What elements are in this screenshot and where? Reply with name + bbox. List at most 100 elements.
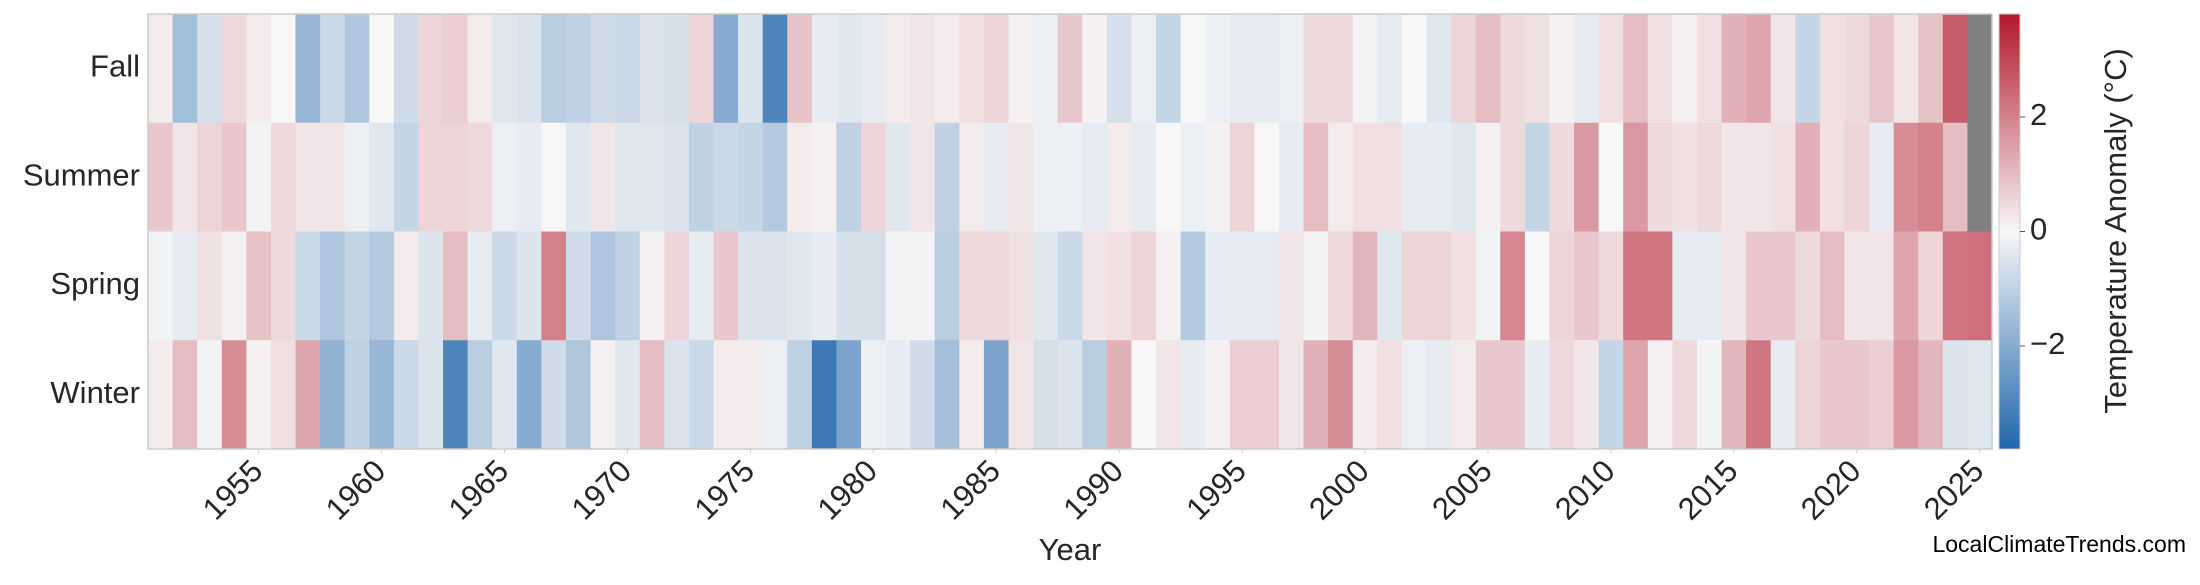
heat-cell: [688, 340, 714, 450]
heat-cell: [1893, 14, 1919, 124]
heat-cell: [639, 122, 665, 232]
heat-cell: [565, 122, 592, 232]
heat-cell: [148, 14, 174, 124]
heat-cell: [1278, 14, 1305, 124]
heat-cell: [1696, 340, 1723, 450]
heat-cell: [1180, 231, 1206, 341]
heat-cell: [713, 340, 739, 450]
heat-cell: [1303, 122, 1329, 232]
heat-cell: [885, 122, 911, 232]
colorbar-tick-label: 2: [2030, 97, 2047, 132]
heat-cell: [762, 340, 788, 450]
heat-cell: [1746, 340, 1772, 450]
heat-cell: [246, 122, 272, 232]
heat-cell: [1426, 122, 1452, 232]
heat-cell: [1623, 340, 1649, 450]
x-tick-label: 2015: [1671, 453, 1745, 527]
heat-cell: [1033, 340, 1059, 450]
heat-cell: [1844, 14, 1870, 124]
x-tick-label: 1955: [196, 453, 270, 527]
heat-cell: [1229, 14, 1255, 124]
heat-cell: [1918, 340, 1944, 450]
plot-frame: [147, 13, 1993, 450]
heat-cell: [1352, 122, 1378, 232]
heat-cell: [1328, 340, 1354, 450]
heat-cell: [1401, 231, 1428, 341]
heat-cell: [1057, 14, 1083, 124]
heat-cell: [910, 231, 936, 341]
x-axis-label: Year: [1039, 532, 1102, 567]
heat-cell: [443, 122, 469, 232]
heat-cell: [1352, 340, 1378, 450]
heat-cell: [221, 231, 247, 341]
heat-cell: [197, 231, 223, 341]
heat-cell: [1500, 340, 1526, 450]
heat-cell: [393, 340, 419, 450]
heat-cell: [639, 340, 665, 450]
heat-cell: [467, 122, 493, 232]
missing-cell: [1967, 14, 1993, 124]
heat-cell: [467, 340, 493, 450]
heat-cell: [1770, 122, 1796, 232]
heat-cell: [1401, 340, 1428, 450]
heat-cell: [1106, 122, 1132, 232]
heat-cell: [959, 14, 985, 124]
heat-cell: [811, 122, 837, 232]
heat-cell: [148, 340, 174, 450]
heat-cell: [639, 231, 665, 341]
heat-cell: [1057, 122, 1083, 232]
heat-cell: [516, 122, 542, 232]
heat-cell: [1819, 340, 1845, 450]
x-tick-label: 2005: [1425, 453, 1499, 527]
heat-cell: [590, 14, 616, 124]
heat-cell: [172, 231, 198, 341]
heat-cell: [393, 14, 419, 124]
heat-cell: [762, 122, 788, 232]
heat-cell: [1696, 231, 1723, 341]
heat-cell: [1574, 231, 1600, 341]
heat-cell: [1500, 231, 1526, 341]
x-tick-label: 2025: [1917, 453, 1991, 527]
heat-cell: [320, 122, 346, 232]
heat-cell: [541, 231, 567, 341]
heat-cell: [1106, 231, 1132, 341]
heat-cell: [1746, 122, 1772, 232]
heat-cell: [934, 122, 960, 232]
x-tick-label: 1965: [442, 453, 516, 527]
heat-cell: [1328, 231, 1354, 341]
heat-cell: [664, 231, 690, 341]
heat-cell: [713, 231, 739, 341]
x-tick-label: 2000: [1302, 453, 1376, 527]
heat-cell: [1696, 14, 1723, 124]
heat-cell: [910, 340, 936, 450]
heat-cell: [1574, 340, 1600, 450]
heat-cell: [1746, 231, 1772, 341]
heat-cell: [885, 340, 911, 450]
heat-cell: [1942, 122, 1968, 232]
heat-cell: [1180, 340, 1206, 450]
heat-cell: [738, 122, 764, 232]
heat-cell: [836, 14, 862, 124]
heat-cell: [1401, 122, 1428, 232]
heat-cell: [492, 122, 518, 232]
heat-cell: [246, 231, 272, 341]
heat-cell: [320, 231, 346, 341]
heat-cell: [492, 231, 518, 341]
heat-cell: [1893, 231, 1919, 341]
heat-cell: [1377, 231, 1403, 341]
heat-cell: [1008, 340, 1034, 450]
heat-cell: [270, 231, 297, 341]
heat-cell: [1328, 14, 1354, 124]
x-tick-label: 1960: [319, 453, 393, 527]
heat-cell: [1819, 231, 1845, 341]
heat-cell: [1205, 14, 1231, 124]
heat-cell: [172, 122, 198, 232]
heat-cell: [959, 231, 985, 341]
heat-cell: [344, 340, 370, 450]
heat-cell: [541, 122, 567, 232]
heat-cell: [811, 231, 837, 341]
heat-cell: [1254, 231, 1280, 341]
heat-cell: [1574, 122, 1600, 232]
colorbar-tick-label: −2: [2030, 326, 2065, 361]
